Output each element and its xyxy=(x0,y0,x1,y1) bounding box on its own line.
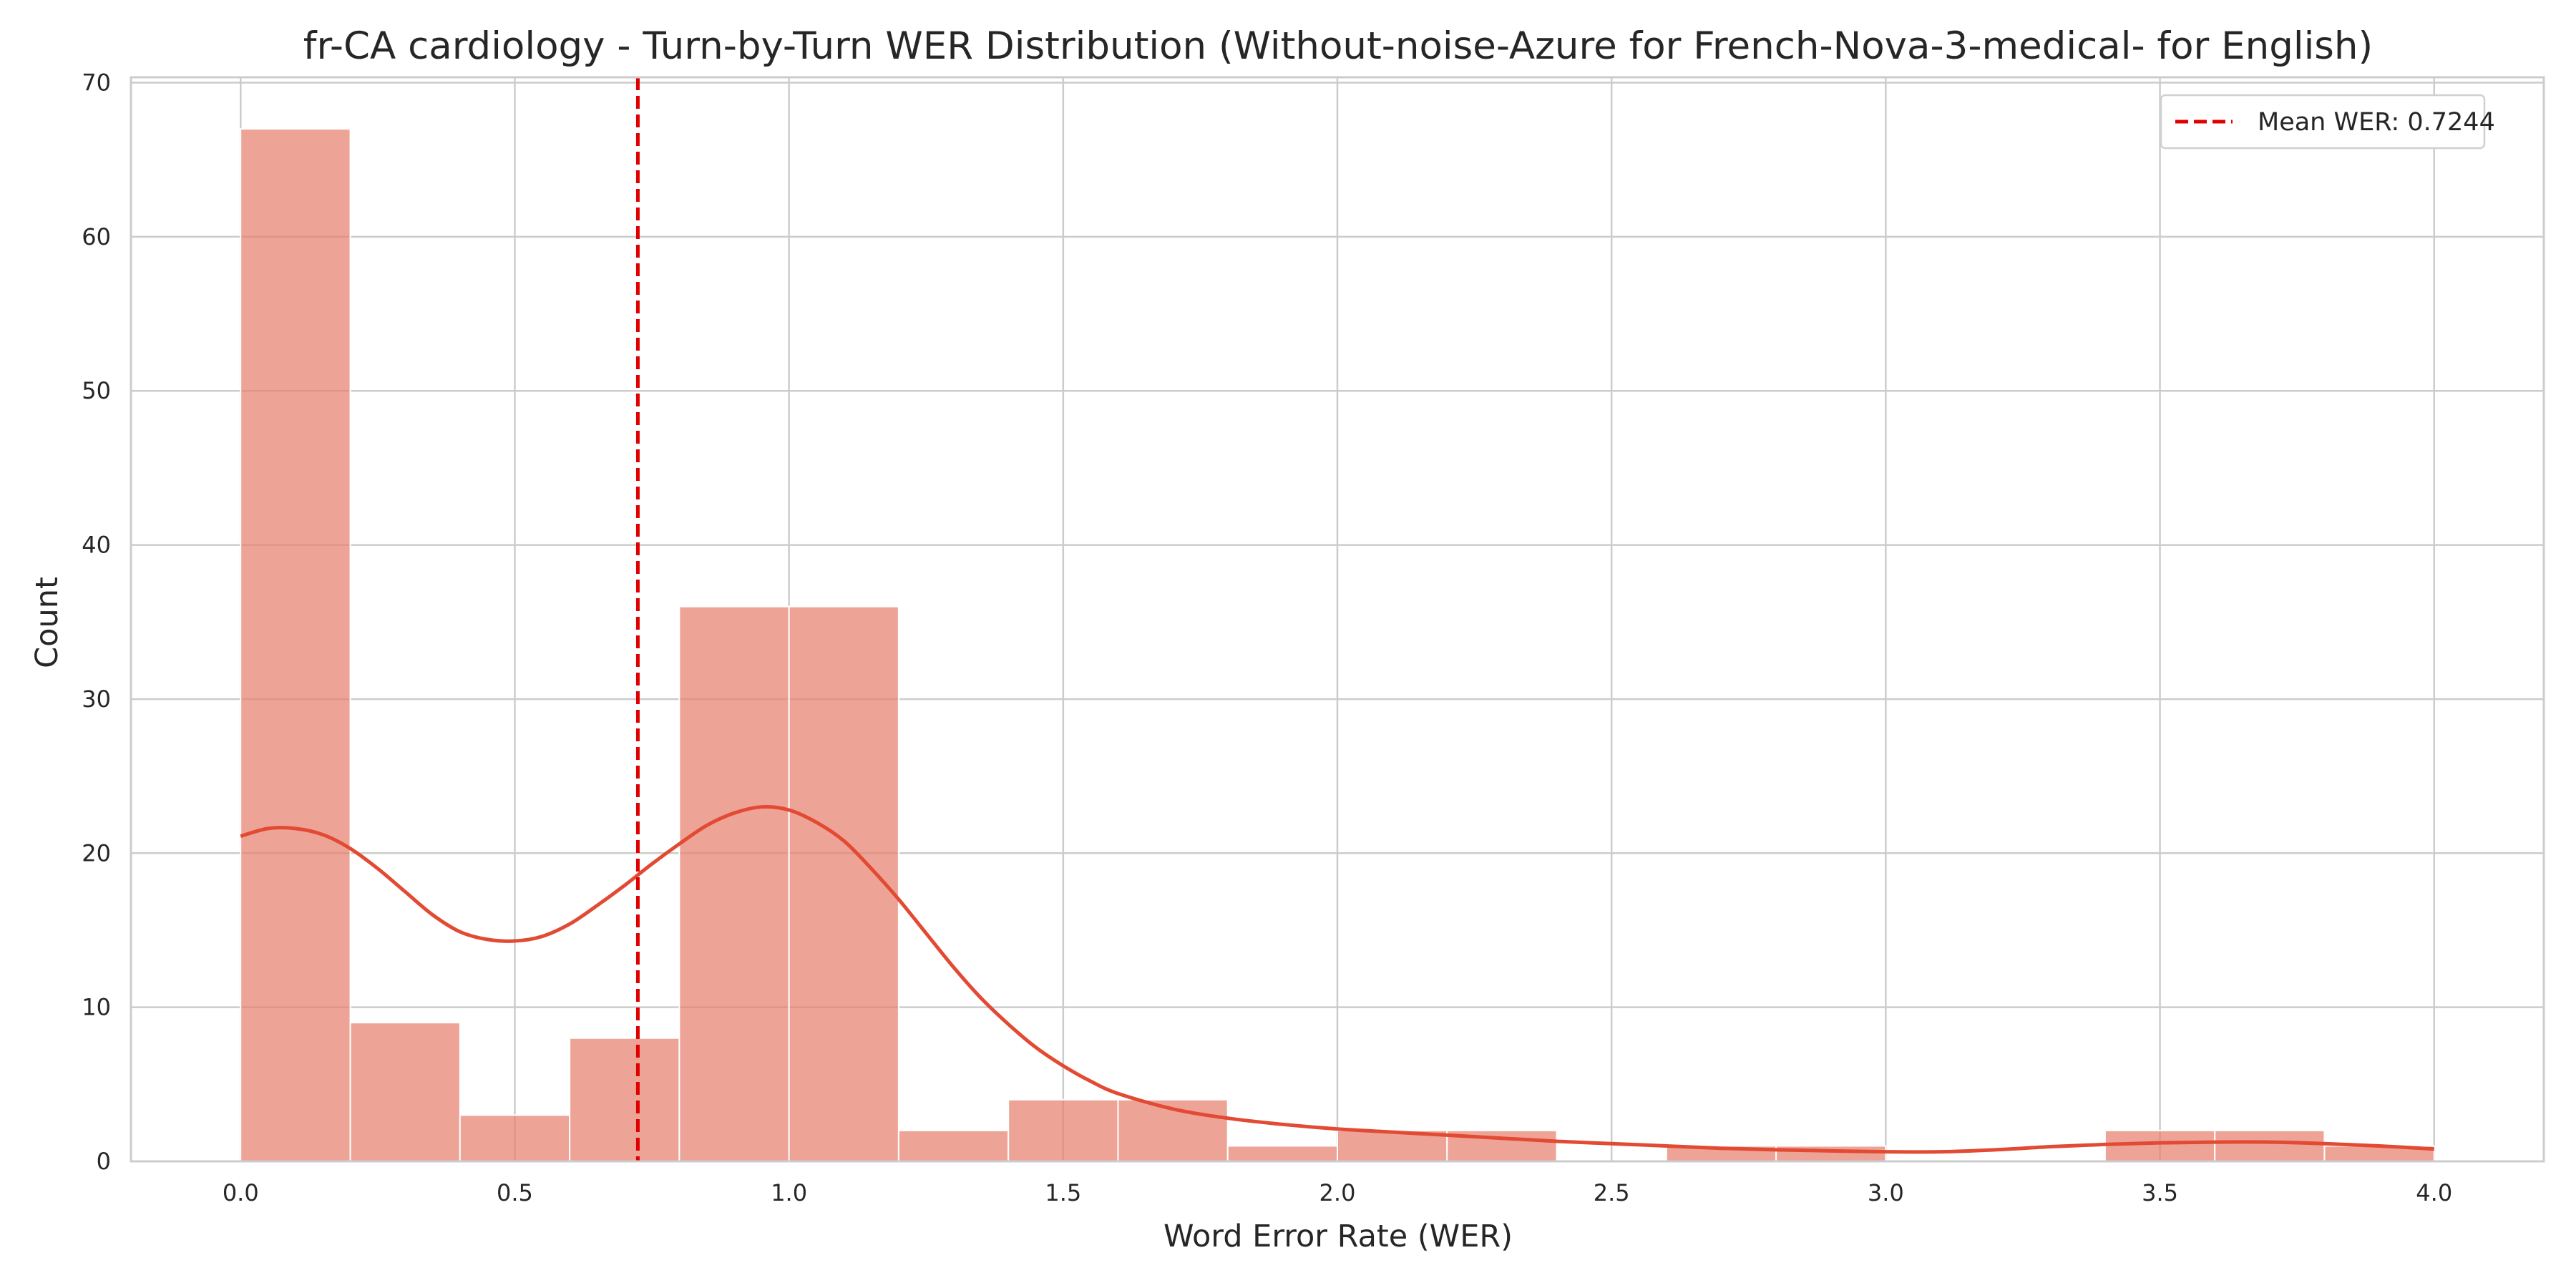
x-tick-label: 0.5 xyxy=(497,1179,533,1206)
kde-curve xyxy=(240,805,2434,1154)
chart-title: fr-CA cardiology - Turn-by-Turn WER Dist… xyxy=(303,24,2373,68)
y-tick-label: 70 xyxy=(82,69,111,97)
y-tick-label: 50 xyxy=(82,377,111,404)
histogram-bar xyxy=(897,1129,1010,1163)
x-tick-label: 1.0 xyxy=(771,1179,807,1206)
plot-frame xyxy=(130,76,2545,1163)
histogram-bar xyxy=(2214,1129,2326,1163)
y-tick-label: 60 xyxy=(82,223,111,250)
histogram-bar xyxy=(240,128,351,1163)
y-axis-ticks: 0 10 20 30 40 50 60 70 xyxy=(82,69,111,1175)
x-tick-label: 1.5 xyxy=(1045,1179,1081,1206)
y-tick-label: 0 xyxy=(97,1148,111,1175)
x-tick-label: 0.0 xyxy=(223,1179,259,1206)
y-tick-label: 40 xyxy=(82,532,111,559)
x-tick-label: 4.0 xyxy=(2416,1179,2452,1206)
y-tick-label: 10 xyxy=(82,994,111,1021)
histogram-bar xyxy=(1226,1145,1339,1163)
x-tick-label: 3.0 xyxy=(1868,1179,1904,1206)
x-axis-ticks: 0.0 0.5 1.0 1.5 2.0 2.5 3.0 3.5 4.0 xyxy=(223,1179,2452,1206)
x-tick-label: 2.5 xyxy=(1594,1179,1630,1206)
y-tick-label: 30 xyxy=(82,686,111,713)
histogram-bar xyxy=(678,605,790,1162)
histogram-bar xyxy=(1008,1098,1119,1162)
histogram-bar xyxy=(788,605,899,1162)
y-axis-label: Count xyxy=(29,577,65,668)
x-tick-label: 2.0 xyxy=(1319,1179,1356,1206)
histogram-bar xyxy=(459,1114,571,1162)
histogram-bar xyxy=(569,1037,680,1162)
y-tick-label: 20 xyxy=(82,839,111,867)
legend-box xyxy=(2160,94,2486,150)
legend-mean-label: Mean WER: 0.7244 xyxy=(2258,108,2495,137)
x-axis-label: Word Error Rate (WER) xyxy=(1163,1219,1513,1254)
x-tick-label: 3.5 xyxy=(2142,1179,2178,1206)
histogram-bar xyxy=(1775,1145,1887,1163)
histogram-bar xyxy=(2104,1129,2216,1163)
legend: Mean WER: 0.7244 xyxy=(2160,94,2495,150)
histogram-bar xyxy=(349,1022,461,1162)
